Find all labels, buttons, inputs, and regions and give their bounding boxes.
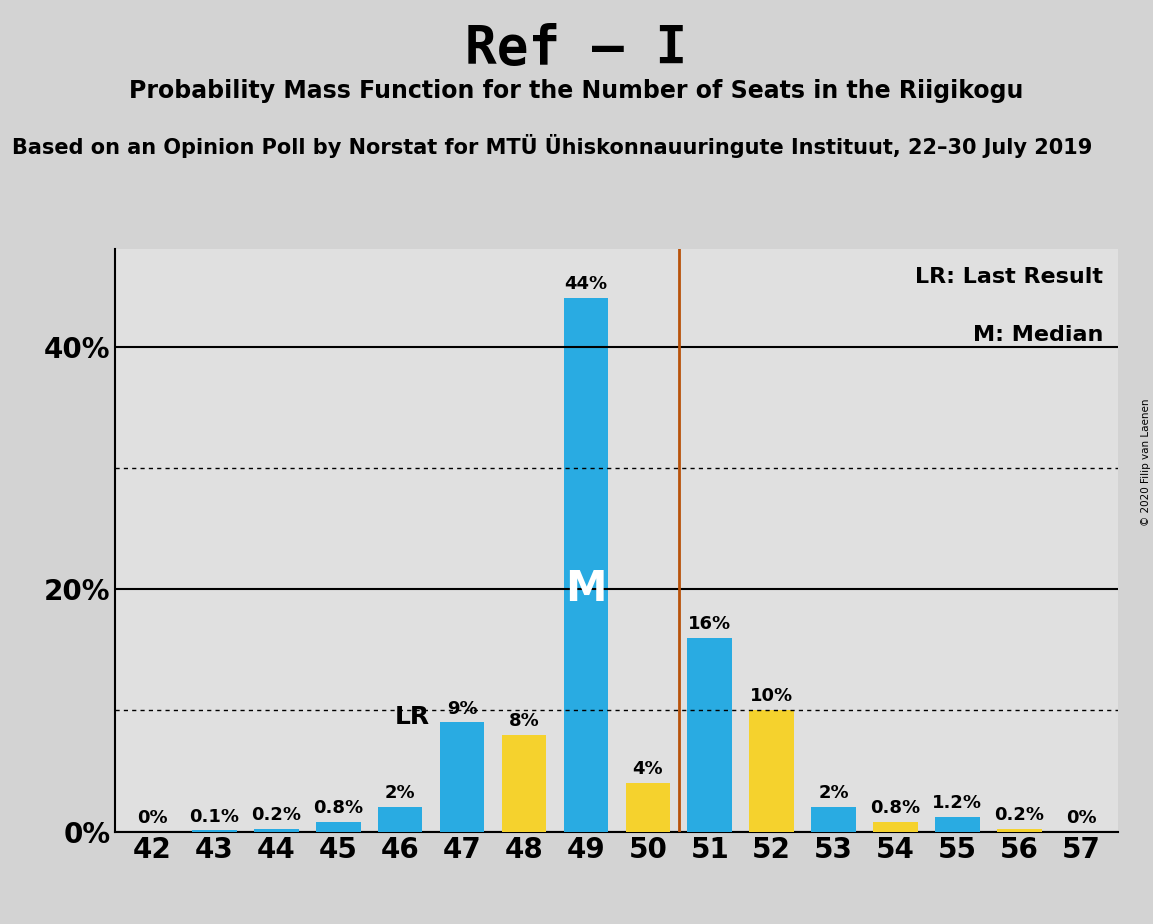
Bar bbox=[564, 298, 608, 832]
Bar bbox=[997, 829, 1041, 832]
Text: 44%: 44% bbox=[564, 275, 608, 293]
Bar bbox=[316, 822, 361, 832]
Text: 2%: 2% bbox=[819, 784, 849, 802]
Text: Based on an Opinion Poll by Norstat for MTÜ Ühiskonnauuringute Instituut, 22–30 : Based on an Opinion Poll by Norstat for … bbox=[12, 134, 1092, 158]
Text: 0.1%: 0.1% bbox=[189, 808, 240, 825]
Text: 1.2%: 1.2% bbox=[933, 795, 982, 812]
Bar bbox=[687, 638, 732, 832]
Bar bbox=[439, 723, 484, 832]
Bar bbox=[626, 784, 670, 832]
Text: 4%: 4% bbox=[633, 760, 663, 778]
Text: 8%: 8% bbox=[508, 711, 540, 730]
Bar bbox=[873, 822, 918, 832]
Bar bbox=[935, 817, 980, 832]
Text: LR: Last Result: LR: Last Result bbox=[915, 267, 1103, 287]
Text: 0.2%: 0.2% bbox=[994, 807, 1045, 824]
Text: M: Median: M: Median bbox=[973, 325, 1103, 346]
Bar bbox=[193, 831, 236, 832]
Bar bbox=[502, 735, 547, 832]
Text: 16%: 16% bbox=[688, 614, 731, 633]
Bar bbox=[812, 808, 856, 832]
Text: 2%: 2% bbox=[385, 784, 415, 802]
Bar bbox=[749, 711, 794, 832]
Text: 0.8%: 0.8% bbox=[871, 799, 920, 817]
Text: M: M bbox=[565, 568, 606, 610]
Text: Ref – I: Ref – I bbox=[466, 23, 687, 75]
Text: 10%: 10% bbox=[751, 687, 793, 706]
Text: LR: LR bbox=[394, 704, 430, 728]
Text: 0%: 0% bbox=[137, 808, 168, 827]
Text: 0.8%: 0.8% bbox=[314, 799, 363, 817]
Text: 0.2%: 0.2% bbox=[251, 807, 301, 824]
Bar bbox=[254, 829, 299, 832]
Text: Probability Mass Function for the Number of Seats in the Riigikogu: Probability Mass Function for the Number… bbox=[129, 79, 1024, 103]
Text: 0%: 0% bbox=[1065, 808, 1097, 827]
Bar bbox=[378, 808, 422, 832]
Text: © 2020 Filip van Laenen: © 2020 Filip van Laenen bbox=[1140, 398, 1151, 526]
Text: 9%: 9% bbox=[446, 699, 477, 718]
